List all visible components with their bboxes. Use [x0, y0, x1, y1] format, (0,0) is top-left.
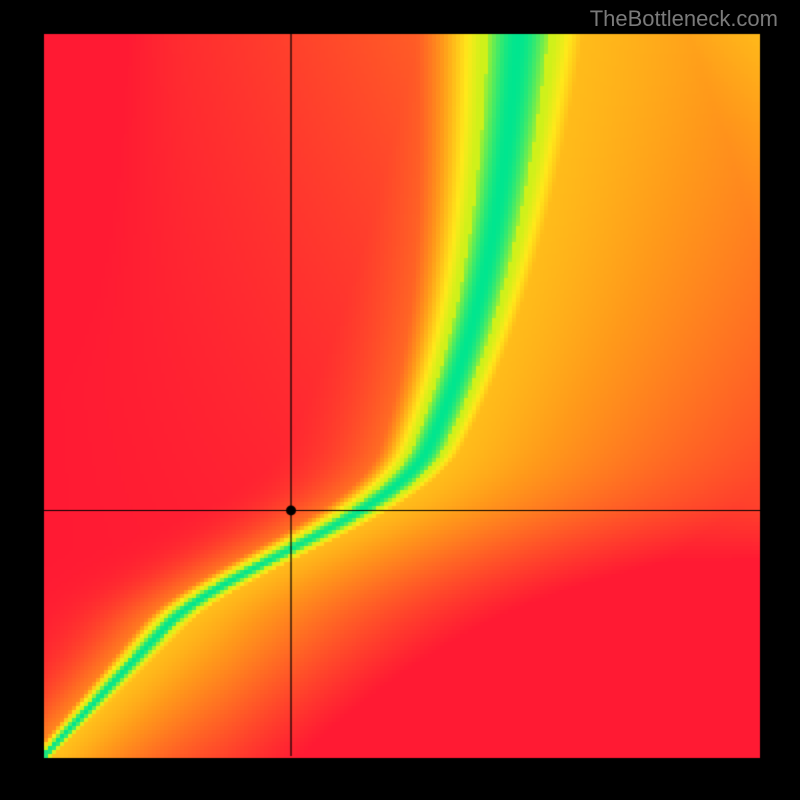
bottleneck-heatmap [0, 0, 800, 800]
root: TheBottleneck.com [0, 0, 800, 800]
watermark-text: TheBottleneck.com [590, 6, 778, 32]
